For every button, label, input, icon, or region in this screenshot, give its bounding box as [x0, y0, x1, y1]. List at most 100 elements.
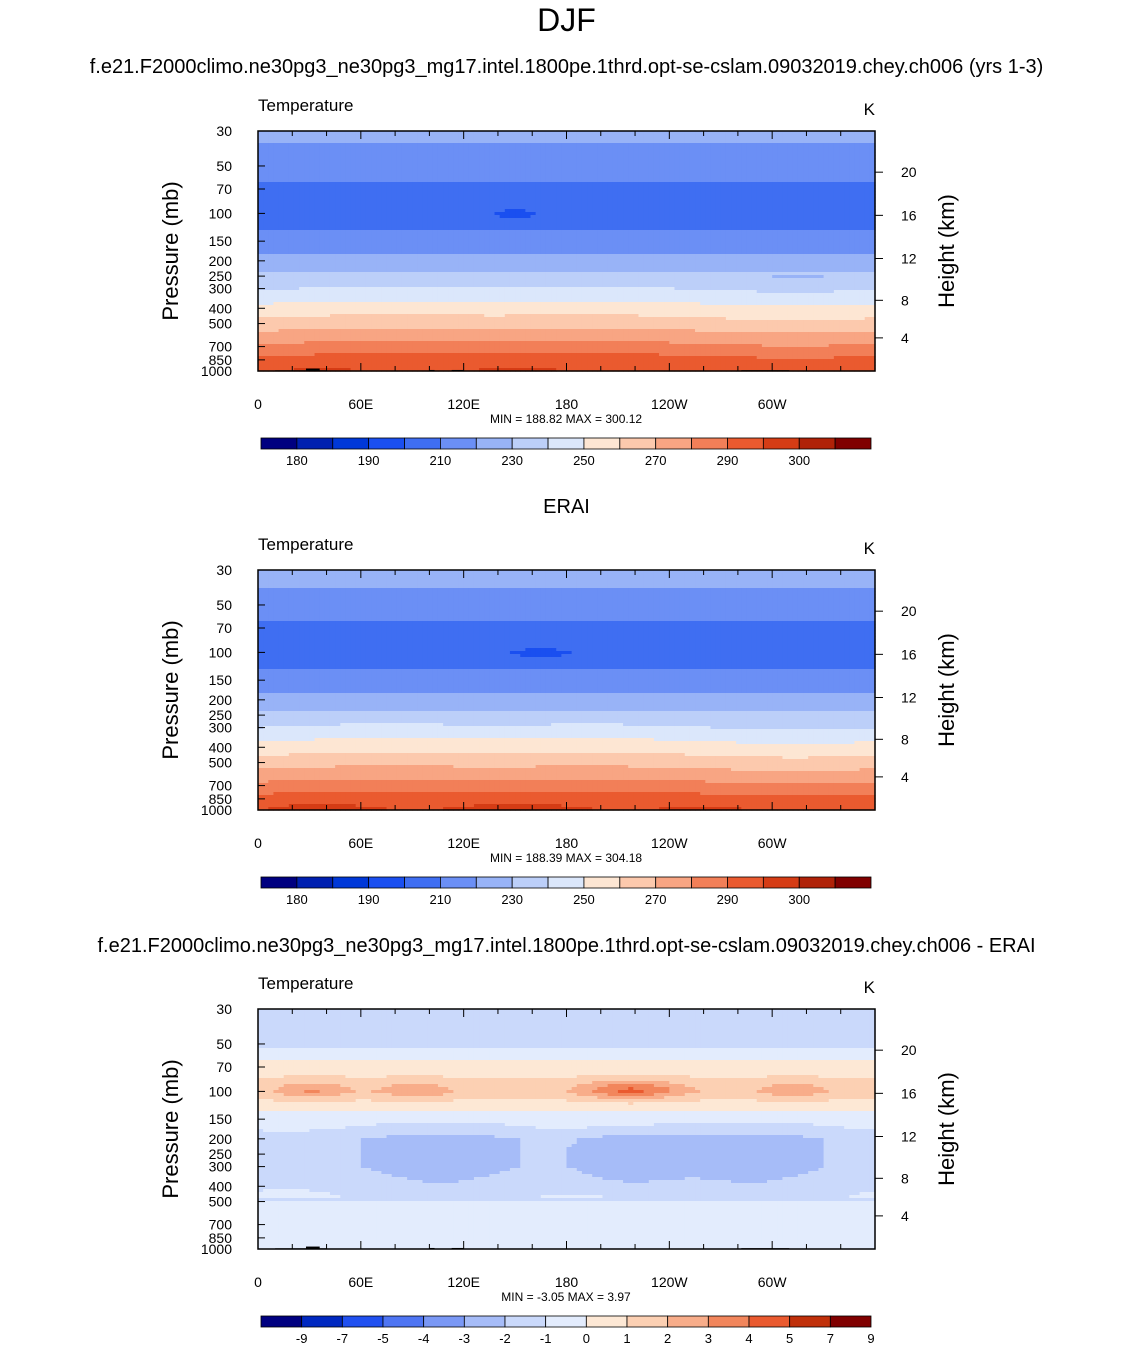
field-cell — [345, 197, 352, 201]
field-cell — [329, 182, 336, 186]
field-cell — [689, 185, 696, 189]
field-cell — [772, 161, 778, 165]
field-cell — [612, 146, 619, 150]
field-cell — [607, 206, 614, 210]
field-cell — [479, 164, 485, 168]
field-cell — [571, 188, 578, 192]
field-cell — [566, 209, 573, 213]
field-cell — [617, 176, 624, 180]
field-cell — [309, 206, 316, 210]
field-cell — [365, 203, 372, 207]
field-cell — [468, 146, 475, 150]
field-cell — [535, 140, 542, 144]
field-cell — [653, 242, 660, 246]
field-cell — [782, 140, 789, 144]
field-cell — [422, 254, 429, 258]
field-cell — [777, 209, 784, 213]
field-cell — [509, 206, 516, 210]
field-cell — [566, 167, 573, 171]
field-cell — [756, 146, 763, 150]
field-cell — [638, 173, 645, 177]
field-cell — [258, 173, 264, 177]
field-cell — [854, 182, 861, 186]
field-cell — [628, 245, 634, 249]
field-cell — [453, 176, 460, 180]
field-cell — [623, 233, 629, 237]
field-cell — [360, 233, 367, 237]
field-cell — [412, 146, 418, 150]
field-cell — [602, 152, 609, 156]
field-cell — [772, 230, 778, 234]
field-cell — [808, 149, 814, 153]
field-cell — [576, 185, 583, 189]
field-cell — [576, 191, 583, 195]
field-cell — [504, 167, 511, 171]
field-cell — [381, 200, 388, 204]
field-cell — [571, 239, 578, 243]
field-cell — [304, 218, 311, 222]
field-cell — [623, 236, 629, 240]
field-cell — [324, 200, 331, 204]
field-cell — [864, 185, 871, 189]
field-cell — [319, 233, 326, 237]
field-cell — [597, 200, 604, 204]
field-cell — [535, 161, 542, 165]
field-cell — [669, 233, 676, 237]
field-cell — [828, 170, 835, 174]
field-cell — [581, 149, 588, 153]
field-cell — [710, 242, 717, 246]
field-cell — [551, 248, 557, 252]
field-cell — [864, 239, 871, 243]
field-cell — [576, 167, 583, 171]
field-cell — [772, 137, 778, 141]
field-cell — [463, 188, 470, 192]
field-cell — [545, 158, 552, 162]
field-cell — [371, 203, 377, 207]
field-cell — [731, 173, 737, 177]
field-cell — [823, 167, 830, 171]
field-cell — [638, 227, 645, 231]
field-cell — [417, 134, 424, 138]
field-cell — [787, 161, 794, 165]
field-cell — [607, 170, 614, 174]
field-cell — [803, 203, 809, 207]
field-cell — [309, 203, 316, 207]
field-cell — [412, 197, 418, 201]
field-cell — [463, 218, 470, 222]
field-cell — [525, 164, 532, 168]
field-cell — [833, 131, 840, 135]
field-cell — [437, 227, 444, 231]
field-cell — [767, 152, 773, 156]
field-cell — [489, 224, 496, 228]
field-cell — [864, 218, 871, 222]
field-cell — [725, 218, 732, 222]
field-cell — [540, 173, 547, 177]
field-cell — [653, 200, 660, 204]
field-cell — [463, 221, 470, 225]
field-cell — [679, 146, 686, 150]
field-cell — [365, 173, 372, 177]
field-cell — [293, 245, 300, 249]
field-cell — [412, 200, 418, 204]
field-cell — [283, 185, 290, 189]
field-cell — [633, 185, 640, 189]
field-cell — [468, 221, 475, 225]
field-cell — [365, 146, 372, 150]
field-cell — [268, 176, 275, 180]
field-cell — [499, 134, 506, 138]
field-cell — [386, 134, 393, 138]
field-cell — [504, 182, 511, 186]
field-cell — [695, 212, 701, 216]
field-cell — [515, 179, 521, 183]
field-cell — [782, 227, 789, 231]
field-cell — [597, 194, 604, 198]
field-cell — [725, 233, 732, 237]
field-cell — [401, 233, 408, 237]
field-cell — [263, 143, 269, 147]
field-cell — [422, 230, 429, 234]
field-cell — [679, 200, 686, 204]
field-cell — [273, 170, 280, 174]
field-cell — [664, 158, 670, 162]
field-cell — [340, 179, 347, 183]
field-cell — [499, 158, 506, 162]
